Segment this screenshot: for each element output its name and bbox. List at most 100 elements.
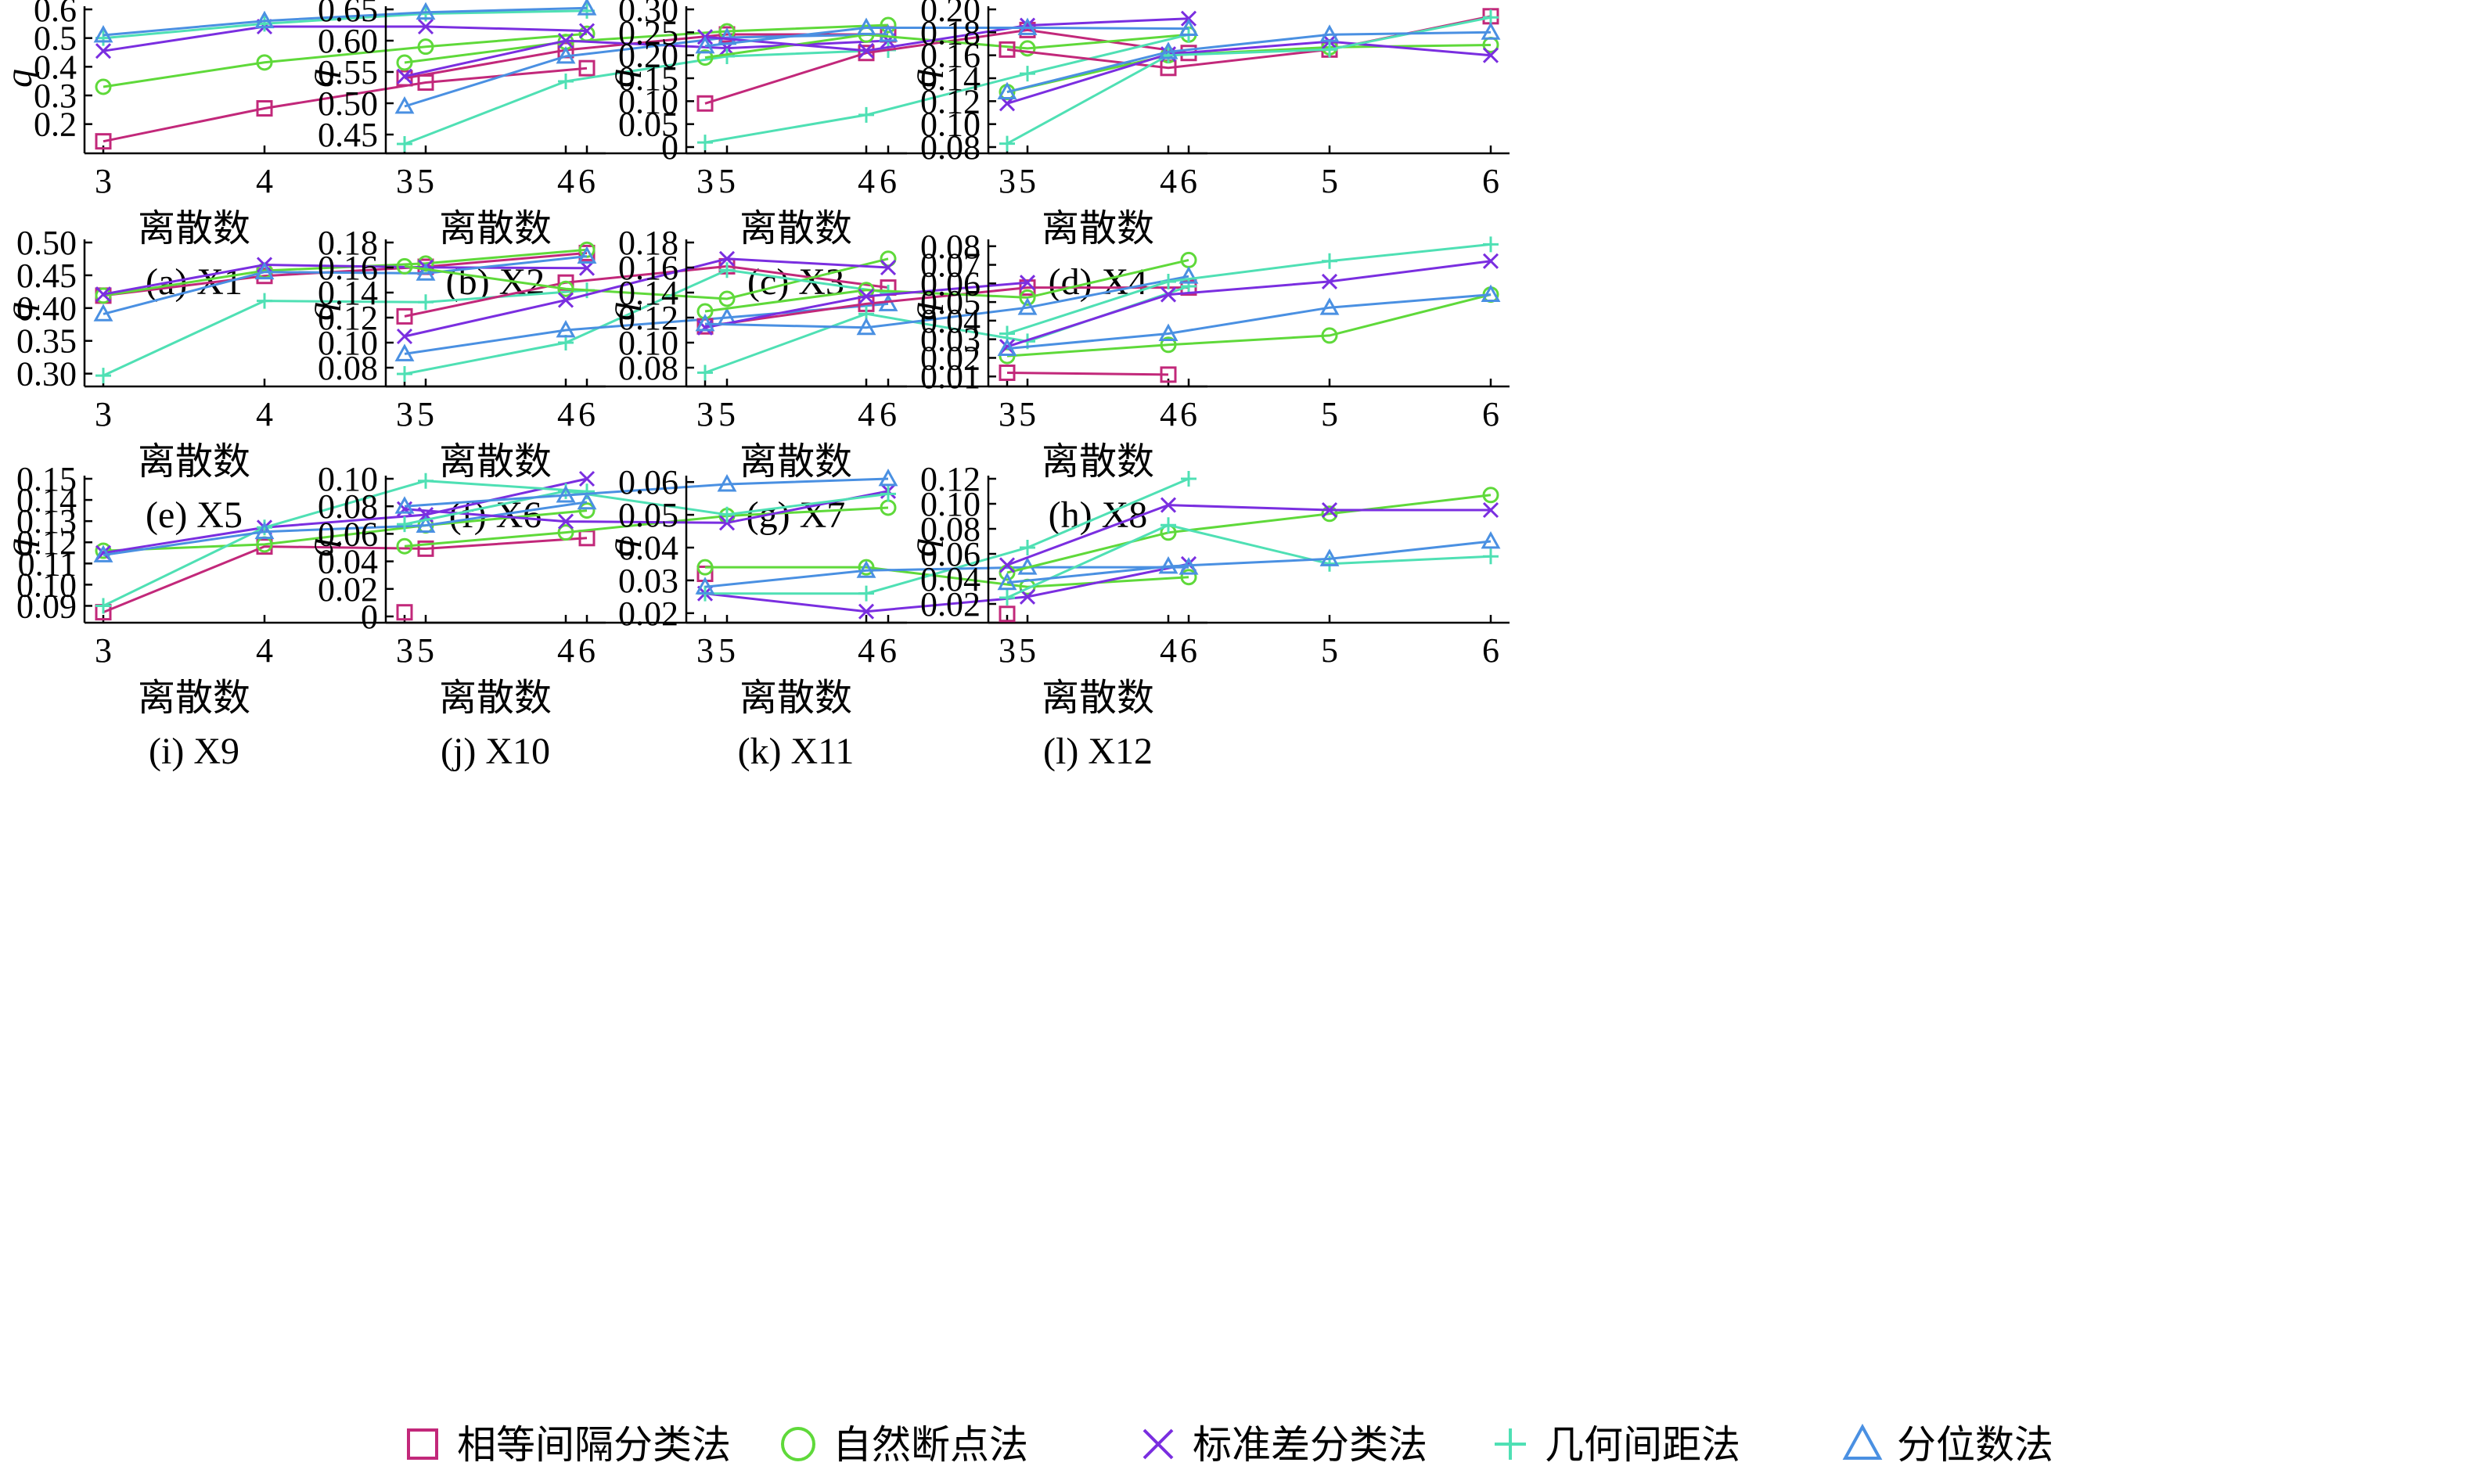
- x-tick-label: 4: [256, 631, 273, 670]
- series-equal_interval: [999, 364, 1177, 383]
- legend-label: 标准差分类法: [1193, 1423, 1427, 1467]
- data-point: [1482, 501, 1499, 519]
- x-tick-label: 4: [858, 162, 875, 200]
- y-tick-label: 0.10: [920, 485, 981, 523]
- x-tick-label: 4: [1160, 162, 1177, 200]
- data-point: [397, 136, 412, 152]
- series-line: [103, 9, 588, 40]
- y-axis-title: q: [902, 538, 944, 557]
- series-line: [404, 257, 889, 300]
- data-point: [95, 78, 112, 95]
- x-tick-label: 4: [256, 395, 273, 433]
- x-tick-label: 3: [95, 395, 112, 433]
- series-line: [103, 251, 588, 297]
- data-point: [578, 502, 596, 519]
- data-point: [1481, 284, 1501, 303]
- y-tick-label: 0.02: [318, 570, 378, 609]
- data-point: [396, 604, 413, 621]
- data-point: [557, 280, 574, 297]
- series-quantile: [695, 17, 1199, 54]
- data-point: [858, 585, 874, 602]
- y-tick-label: 0.11: [18, 544, 77, 583]
- y-tick-label: 0: [361, 598, 378, 636]
- chart-panel-8: 0.010.020.030.040.050.060.070.08 3 4 5 6 离散数 q…: [902, 228, 1510, 536]
- x-tick-label: 3: [999, 631, 1016, 670]
- x-tick-label: 3: [696, 162, 714, 200]
- y-axis-title: q: [0, 538, 40, 557]
- data-point: [416, 2, 436, 20]
- data-point: [999, 364, 1016, 381]
- chart-panel-4: 0.080.100.120.140.160.180.203 4 5 6离散数q(d) …: [902, 0, 1510, 303]
- series-line: [103, 6, 588, 37]
- legend-marker: [781, 1427, 815, 1461]
- series-line: [704, 27, 1189, 48]
- y-tick-label: 0.10: [16, 566, 77, 604]
- series-line: [404, 49, 889, 146]
- y-tick-label: 0.45: [318, 116, 378, 154]
- y-tick-label: 0.06: [318, 515, 378, 553]
- chart-panel-9: 0.090.100.110.120.130.140.153 4 5 6离散数q(i) …: [0, 460, 606, 772]
- y-tick-label: 0.07: [920, 246, 981, 285]
- y-tick-label: 0.14: [920, 59, 981, 98]
- series-quantile: [93, 246, 597, 322]
- y-tick-label: 0.25: [618, 13, 678, 52]
- series-natural_breaks: [999, 286, 1499, 365]
- data-point: [1160, 497, 1177, 513]
- data-point: [858, 106, 874, 123]
- data-point: [717, 474, 737, 492]
- y-tick-label: 0.40: [16, 289, 77, 328]
- data-point: [1019, 275, 1036, 291]
- data-point: [1158, 41, 1179, 59]
- data-point: [577, 0, 597, 16]
- series-line: [704, 17, 1189, 52]
- x-tick-label: 5: [1019, 631, 1036, 670]
- data-point: [578, 59, 596, 77]
- series-line: [704, 566, 1189, 588]
- y-tick-label: 0.03: [920, 321, 981, 359]
- y-tick-label: 0.09: [16, 587, 77, 625]
- x-tick-label: 3: [396, 631, 413, 670]
- y-tick-label: 0.65: [318, 0, 378, 29]
- x-tick-label: 4: [557, 162, 574, 200]
- data-point: [394, 496, 415, 514]
- data-point: [396, 54, 413, 71]
- y-tick-label: 0.04: [920, 560, 981, 598]
- data-point: [95, 598, 111, 614]
- x-tick-label: 6: [578, 162, 596, 200]
- series-line: [1006, 40, 1492, 105]
- x-tick-label: 4: [858, 631, 875, 670]
- x-axis-title: 离散数: [1042, 677, 1154, 719]
- y-tick-label: 0.30: [16, 355, 77, 393]
- data-point: [1321, 327, 1338, 344]
- x-tick-label: 3: [999, 395, 1016, 433]
- x-axis-title: 离散数: [439, 441, 552, 483]
- series-natural_breaks: [696, 559, 1197, 595]
- data-point: [417, 255, 434, 272]
- x-tick-label: 3: [999, 162, 1016, 200]
- data-point: [1161, 517, 1176, 534]
- x-tick-label: 3: [95, 631, 112, 670]
- data-point: [1483, 236, 1499, 253]
- y-tick-label: 0.01: [920, 358, 981, 396]
- legend-label: 相等间隔分类法: [457, 1423, 731, 1467]
- y-tick-label: 0.18: [318, 224, 378, 262]
- series-line: [404, 490, 889, 526]
- series-line: [1006, 293, 1492, 350]
- legend-label: 几何间距法: [1545, 1423, 1740, 1467]
- data-point: [417, 38, 434, 56]
- panel-caption: (i) X9: [149, 731, 239, 772]
- x-tick-label: 5: [718, 631, 736, 670]
- data-point: [695, 314, 715, 332]
- data-point: [254, 10, 275, 29]
- series-std_dev: [999, 253, 1499, 355]
- series-line: [705, 566, 1189, 588]
- data-point: [997, 572, 1017, 591]
- data-point: [999, 557, 1016, 573]
- data-point: [558, 74, 574, 89]
- y-tick-label: 0.04: [920, 302, 981, 340]
- x-tick-label: 6: [1180, 162, 1197, 200]
- data-point: [95, 133, 112, 150]
- x-tick-label: 6: [880, 162, 897, 200]
- x-axis-title: 离散数: [740, 677, 852, 719]
